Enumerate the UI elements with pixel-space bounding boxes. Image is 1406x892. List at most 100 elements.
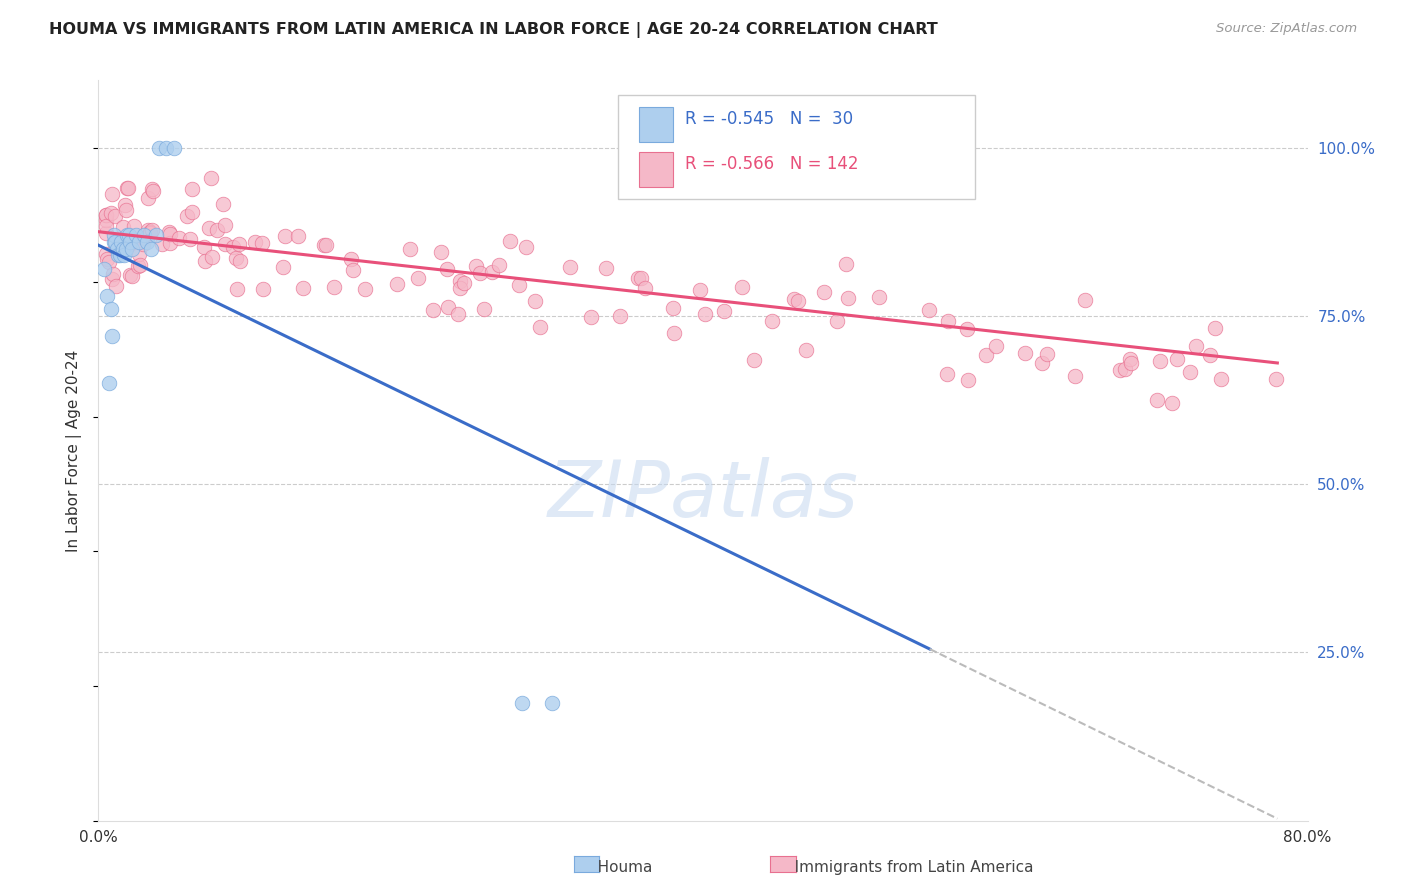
Point [835,257,858,271]
Point [229,254,252,268]
Point [120,235,142,249]
Point [510,696,533,710]
Point [630,271,652,285]
Point [226,281,249,295]
Point [134,230,156,244]
Text: HOUMA VS IMMIGRANTS FROM LATIN AMERICA IN LABOR FORCE | AGE 20-24 CORRELATION CH: HOUMA VS IMMIGRANTS FROM LATIN AMERICA I… [49,22,938,38]
Point [1160,396,1182,410]
Point [127,260,149,274]
Point [825,314,848,328]
Point [115,228,138,243]
Point [142,184,165,198]
Point [141,242,163,256]
Point [136,191,159,205]
Point [787,294,810,309]
Point [385,277,408,291]
Text: Source: ZipAtlas.com: Source: ZipAtlas.com [1216,22,1357,36]
Point [159,236,181,251]
Point [245,235,267,250]
Point [111,242,134,256]
Point [406,271,429,285]
Point [974,348,997,362]
Point [214,237,236,252]
Point [252,282,274,296]
Point [938,313,960,327]
Point [1109,362,1132,376]
Point [101,329,124,343]
Point [447,307,470,321]
Point [436,261,458,276]
Point [689,284,711,298]
Point [1014,345,1036,359]
Point [221,240,243,254]
Point [813,285,835,299]
Point [122,219,145,233]
Point [540,696,562,710]
Point [117,181,139,195]
Point [194,254,217,268]
Point [731,280,754,294]
Point [581,310,603,324]
Point [100,272,122,286]
Point [118,237,141,252]
Point [917,303,939,318]
Point [176,209,198,223]
Point [228,237,250,252]
Point [1064,369,1087,384]
Point [139,227,162,241]
Point [125,228,148,243]
Point [167,230,190,244]
Point [105,242,128,256]
Point [104,279,127,293]
Point [1074,293,1097,307]
Point [155,140,177,154]
Text: Houma: Houma [583,860,652,874]
Point [225,251,247,265]
Point [136,223,159,237]
Point [159,227,181,241]
Point [1119,352,1142,367]
Point [103,267,125,281]
Point [1185,339,1208,353]
Point [1178,365,1201,379]
Point [1031,356,1053,370]
Point [468,266,491,280]
Point [138,225,160,239]
Point [121,268,143,283]
Point [342,263,364,277]
Point [94,208,117,222]
Point [633,281,655,295]
Point [453,276,475,290]
Point [93,261,115,276]
Point [179,232,201,246]
Point [118,228,141,243]
Point [560,260,582,275]
Point [141,223,163,237]
Point [131,237,153,252]
Point [529,319,551,334]
Point [141,182,163,196]
Point [128,258,150,272]
Point [449,274,471,288]
Point [205,222,228,236]
Point [1146,392,1168,407]
FancyBboxPatch shape [638,152,673,187]
Point [481,265,503,279]
Text: Immigrants from Latin America: Immigrants from Latin America [780,860,1033,874]
Point [104,235,127,249]
Point [180,182,202,196]
Point [498,234,520,248]
Point [464,259,486,273]
Point [100,302,122,317]
Point [201,250,224,264]
Point [198,221,221,235]
Point [163,140,186,154]
Text: R = -0.566   N = 142: R = -0.566 N = 142 [685,155,858,173]
Point [271,260,294,275]
Point [212,196,235,211]
Point [104,209,127,223]
Point [274,229,297,244]
Point [200,170,222,185]
Point [1149,354,1171,368]
Point [314,238,336,252]
